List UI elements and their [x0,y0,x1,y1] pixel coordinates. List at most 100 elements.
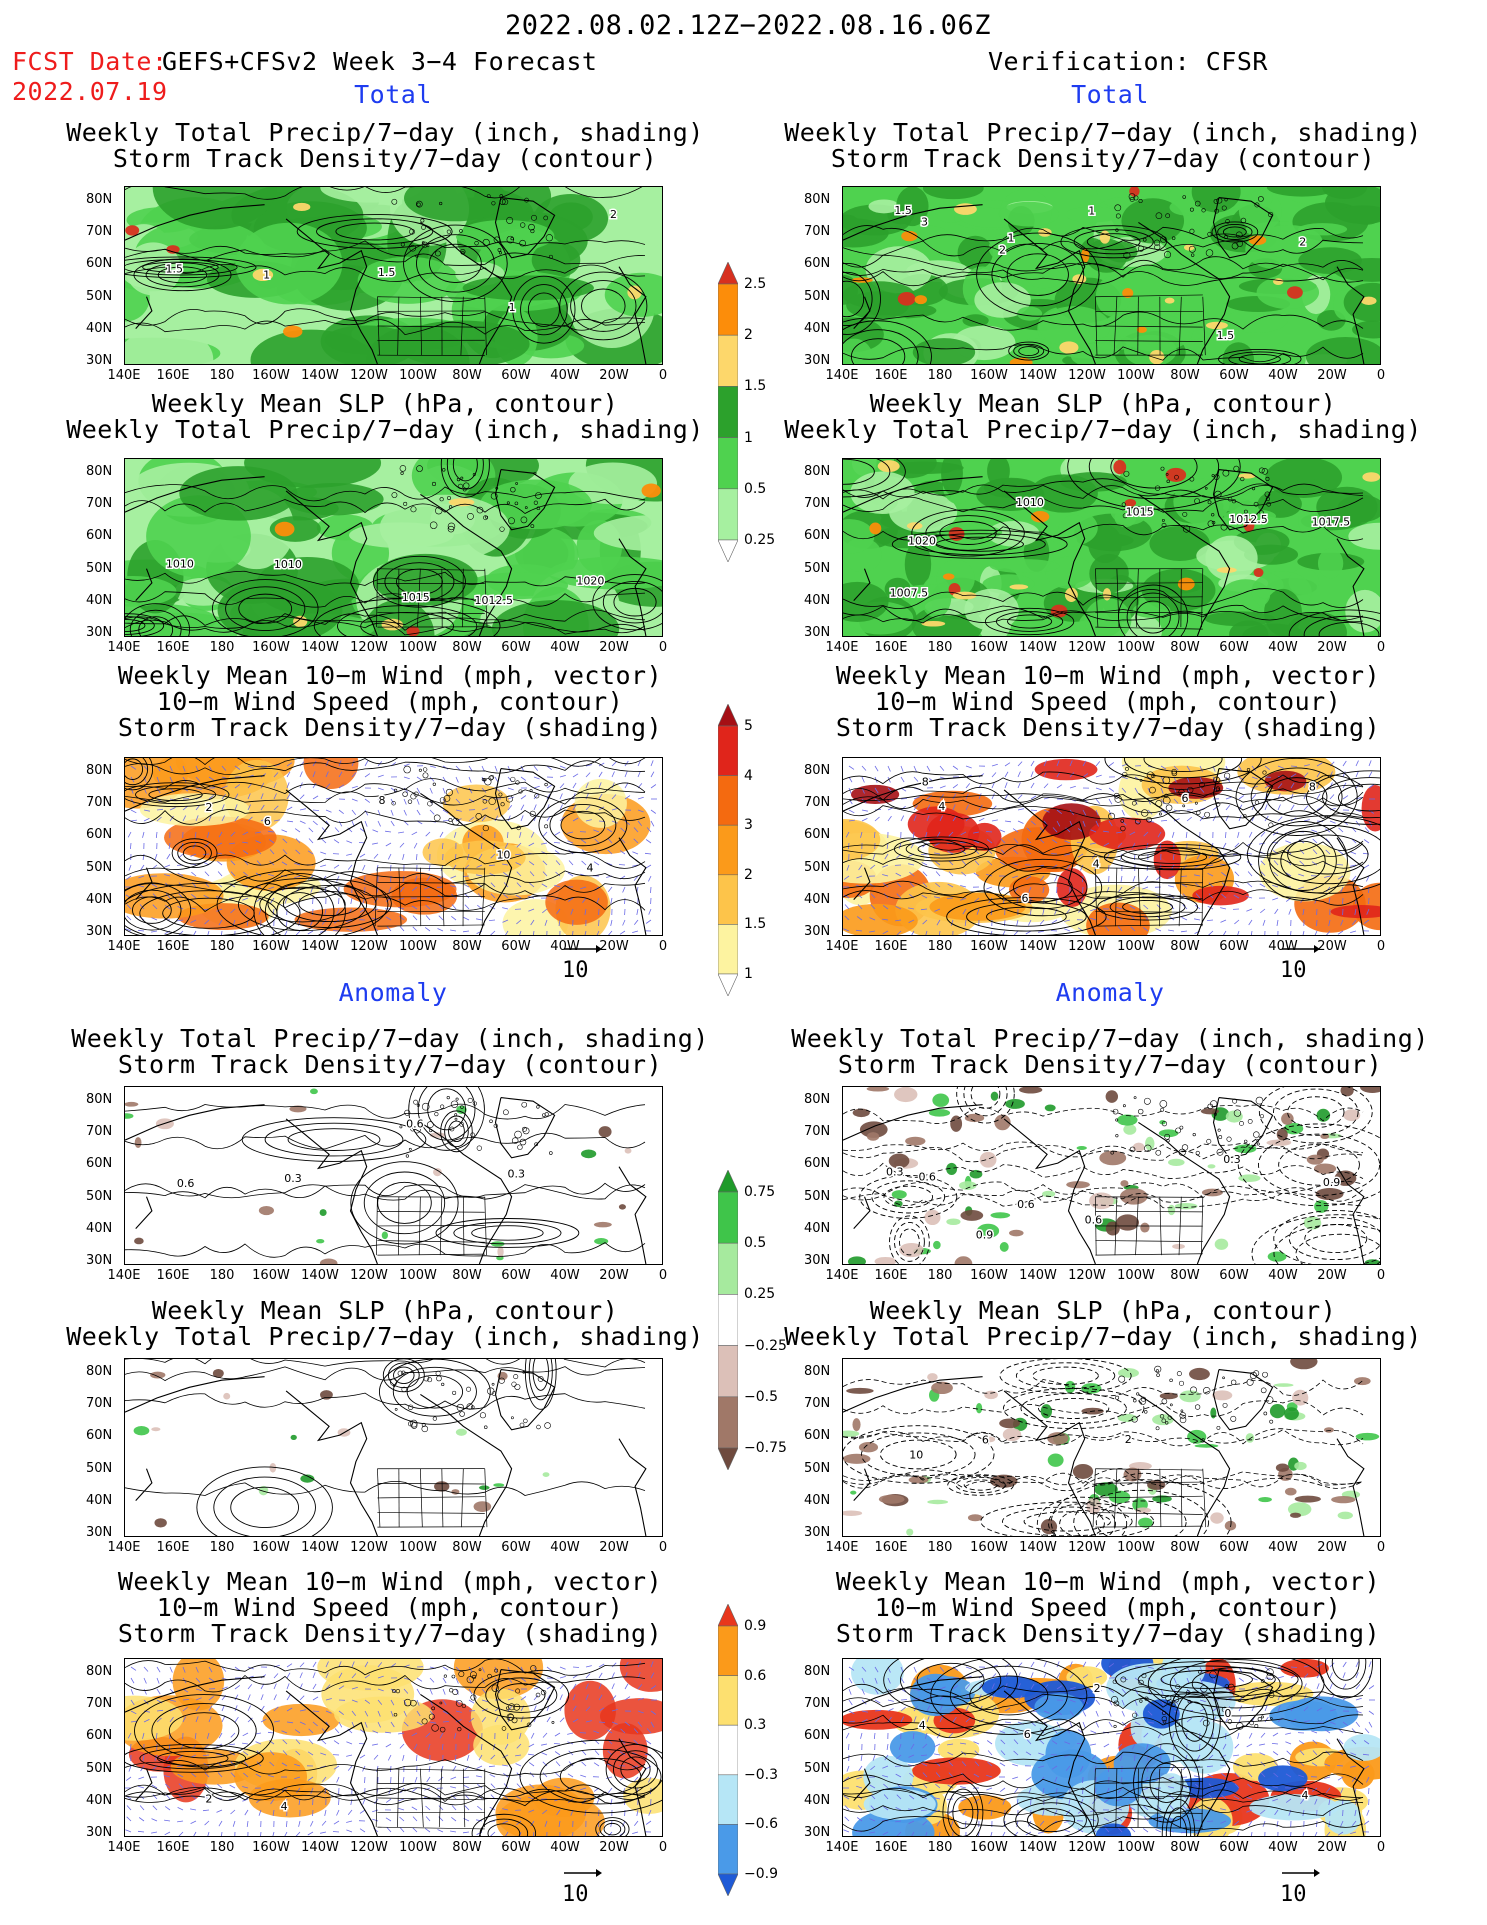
lon-tick-label: 100W [1117,368,1155,383]
colorbar-segment [718,1294,738,1346]
contour-label: 1015 [1126,505,1154,518]
lon-tick-label: 100W [399,1268,437,1283]
colorbar-segment [718,725,738,776]
colorbar-segment [718,1242,738,1295]
lon-tick-label: 160W [970,640,1008,655]
lat-tick-label: 60N [804,256,831,272]
colorbar-tick-label: 0.5 [744,1235,767,1252]
title-l3-c: Storm Track Density/7−day (shading) [117,713,663,742]
lon-tick-label: 160W [970,1268,1008,1283]
lon-tick-label: 80W [452,1268,482,1283]
title-r5-b: Weekly Total Precip/7−day (inch, shading… [784,1322,1422,1351]
right-total-label: Total [1071,80,1149,109]
contour-label: 10 [909,1448,923,1461]
lon-tick-label: 160W [970,939,1008,954]
colorbar-segment [718,283,738,336]
contour-label: 1010 [166,557,194,570]
title-r1-b: Storm Track Density/7−day (contour) [830,144,1376,173]
lon-tick-label: 80W [452,1840,482,1855]
contour-label: 0.6 [1017,1198,1034,1211]
lon-tick-label: 20W [1317,1540,1347,1555]
contour-label: 1 [509,301,516,314]
lat-tick-label: 40N [86,1792,113,1808]
colorbar-tick-label: 2 [744,327,753,344]
lat-tick-label: 50N [804,859,831,875]
contour-label: 0.6 [177,1177,195,1190]
lat-tick-label: 60N [86,528,113,544]
contour-label: 2 [1125,1433,1132,1446]
lat-tick-label: 80N [86,1664,113,1679]
lat-tick-label: 50N [86,1460,113,1476]
lat-tick-label: 50N [804,560,831,576]
lon-tick-label: 100W [1117,640,1155,655]
ref-vector-label-l6: 10 [562,1882,589,1907]
lon-tick-label: 180 [209,640,235,655]
lon-tick-label: 60W [501,1840,531,1855]
lat-tick-label: 30N [86,1825,113,1840]
lat-tick-label: 70N [804,224,831,240]
map-graphic [125,1359,662,1536]
lon-tick-label: 60W [1219,1840,1249,1855]
contour-label: 1.5 [1217,329,1235,342]
left-anomaly-label: Anomaly [338,978,448,1007]
contour-label: 2 [1299,235,1306,248]
lon-tick-label: 160E [874,939,908,954]
lon-tick-label: 100W [1117,1268,1155,1283]
map-graphic: 0.6 0.3 0.6 0.3 [125,1087,662,1264]
title-r2-a: Weekly Mean SLP (hPa, contour) [869,389,1337,418]
contour-label: 3 [921,215,928,228]
title-l3-a: Weekly Mean 10−m Wind (mph, vector) [117,661,663,690]
lat-tick-label: 80N [804,192,831,207]
colorbar-tick-label: −0.3 [744,1766,778,1783]
lon-tick-label: 80W [1170,368,1200,383]
title-r3-b: 10−m Wind Speed (mph, contour) [874,687,1342,716]
contour-label: 4 [1301,1789,1308,1802]
lon-tick-label: 180 [927,939,953,954]
colorbar-segment [718,488,738,541]
lon-tick-label: 40W [550,1540,580,1555]
lon-tick-label: 180 [209,1840,235,1855]
contour-label: 0.9 [976,1228,994,1241]
lon-tick-label: 20W [599,1268,629,1283]
lon-tick-label: 160W [252,1840,290,1855]
colorbar-precip-total [718,262,738,562]
lon-tick-label: 100W [399,640,437,655]
colorbar-tick-label: −0.9 [744,1866,778,1882]
contour-label: 4 [1093,858,1100,871]
title-l6-a: Weekly Mean 10−m Wind (mph, vector) [117,1567,663,1596]
colorbar-segment [718,539,738,562]
contour-label: 1.5 [378,266,396,279]
colorbar-tick-label: 2 [744,866,753,883]
fcst-date-label: FCST Date: [12,47,168,76]
lat-tick-label: 70N [86,496,113,512]
contour-label: 8 [379,794,386,807]
contour-label: 1012.5 [475,594,513,607]
title-r1-a: Weekly Total Precip/7−day (inch, shading… [784,118,1422,147]
lat-tick-label: 50N [804,288,831,304]
lon-tick-label: 120W [350,1840,388,1855]
lon-tick-label: 120W [1068,1840,1106,1855]
lon-tick-label: 160W [252,368,290,383]
colorbar-precip-anomaly [718,1170,738,1470]
lat-tick-label: 60N [86,1428,113,1444]
contour-label: 4 [919,1719,926,1732]
contour-label: 0.6 [918,1171,936,1184]
lat-tick-label: 30N [86,924,113,939]
lat-tick-label: 30N [86,1525,113,1540]
colorbar-storm-total [718,704,738,996]
lon-tick-label: 80W [452,640,482,655]
lon-tick-label: 60W [501,939,531,954]
title-l4-a: Weekly Total Precip/7−day (inch, shading… [71,1024,709,1053]
contour-label: 1.5 [166,263,184,276]
contour-label: 0.3 [1223,1153,1241,1166]
lon-tick-label: 140W [1019,939,1057,954]
lon-tick-label: 160E [874,1840,908,1855]
contour-label: 10 [496,848,510,861]
arrow-right-icon [564,1869,602,1877]
title-r3-a: Weekly Mean 10−m Wind (mph, vector) [835,661,1381,690]
lon-tick-label: 140E [825,1540,859,1555]
lat-tick-label: 70N [86,1124,113,1140]
lon-tick-label: 140E [825,1268,859,1283]
lon-tick-label: 0 [1376,640,1386,655]
